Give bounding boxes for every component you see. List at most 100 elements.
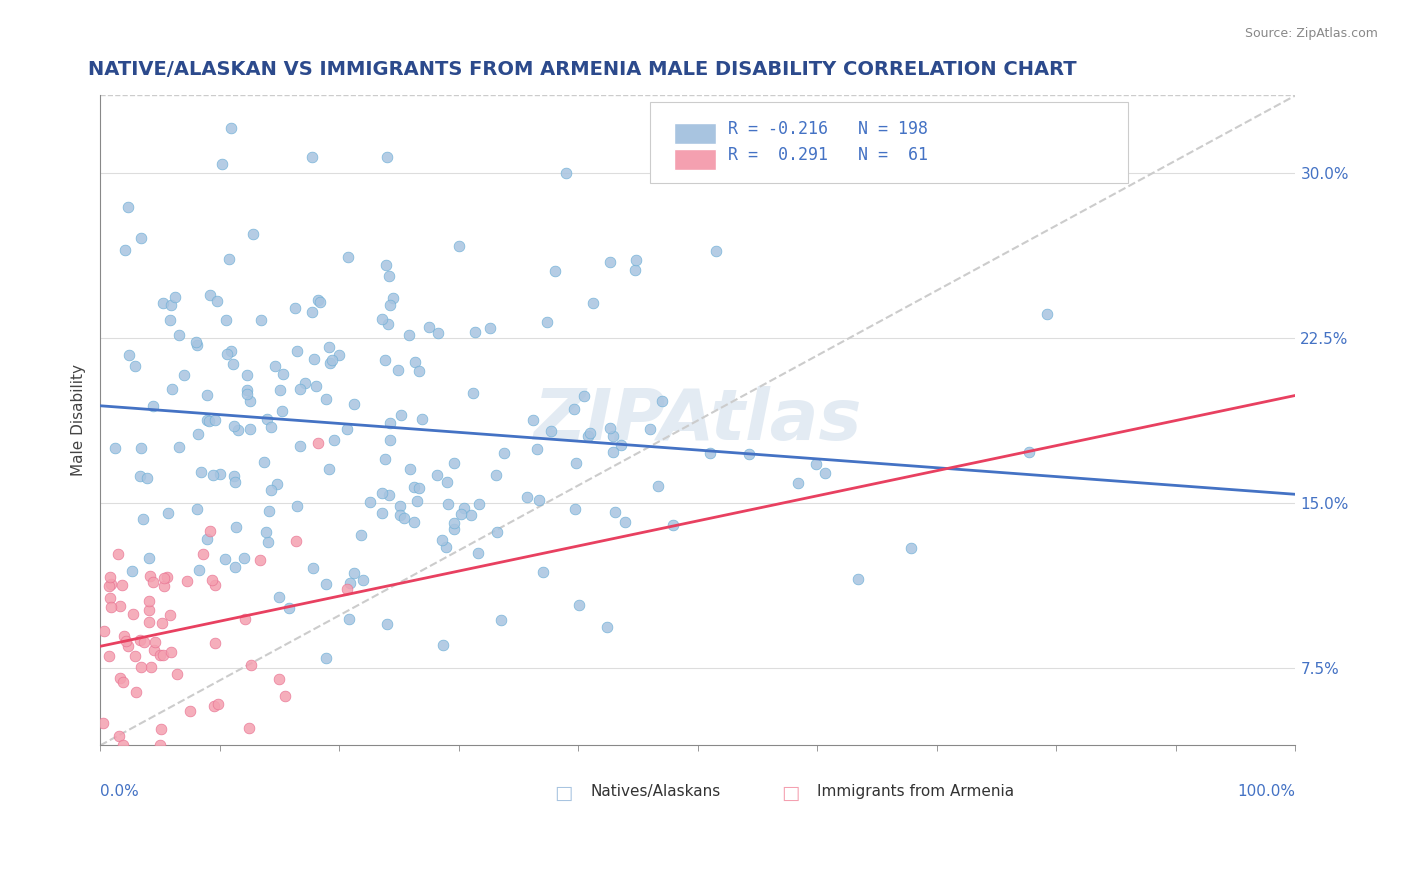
Point	[378, 488, 401, 502]
Point	[582, 296, 605, 310]
Point	[97, 579, 120, 593]
Point	[389, 408, 412, 422]
Point	[651, 393, 673, 408]
Point	[204, 578, 226, 592]
Point	[443, 457, 465, 471]
Point	[623, 262, 645, 277]
Point	[315, 577, 337, 591]
Point	[285, 344, 308, 359]
Point	[167, 440, 190, 454]
Point	[91, 716, 114, 731]
Point	[453, 500, 475, 515]
Point	[408, 363, 430, 377]
Point	[402, 515, 425, 529]
Point	[375, 258, 398, 272]
Point	[378, 298, 401, 312]
Point	[260, 419, 283, 434]
Point	[142, 575, 165, 590]
Text: 100.0%: 100.0%	[1237, 784, 1295, 799]
Point	[157, 506, 180, 520]
Point	[284, 301, 307, 315]
Point	[359, 495, 381, 509]
Point	[215, 313, 238, 327]
Point	[562, 402, 585, 417]
Point	[432, 533, 454, 548]
Point	[436, 496, 458, 510]
Point	[202, 467, 225, 482]
Point	[124, 648, 146, 663]
Point	[270, 403, 292, 417]
Point	[138, 615, 160, 629]
Point	[236, 384, 259, 398]
Point	[432, 638, 454, 652]
Point	[374, 452, 396, 467]
Point	[263, 359, 285, 374]
Point	[204, 413, 226, 427]
Point	[121, 564, 143, 578]
Point	[381, 291, 404, 305]
Point	[186, 334, 208, 349]
Point	[112, 629, 135, 643]
Point	[449, 239, 471, 253]
Point	[222, 468, 245, 483]
Point	[131, 512, 153, 526]
Point	[274, 690, 297, 704]
Point	[173, 368, 195, 382]
Point	[485, 525, 508, 540]
Point	[375, 150, 398, 164]
Point	[249, 313, 271, 327]
Point	[111, 674, 134, 689]
Point	[307, 436, 329, 450]
Point	[568, 599, 591, 613]
Point	[377, 317, 399, 331]
Point	[179, 704, 201, 718]
Point	[301, 150, 323, 164]
Point	[371, 485, 394, 500]
Point	[136, 471, 159, 485]
Point	[404, 354, 426, 368]
Point	[350, 527, 373, 541]
Point	[193, 547, 215, 561]
Point	[516, 491, 538, 505]
Point	[527, 493, 550, 508]
Point	[242, 227, 264, 241]
Point	[108, 599, 131, 613]
Point	[738, 447, 761, 461]
Point	[257, 534, 280, 549]
Point	[129, 632, 152, 647]
Point	[418, 319, 440, 334]
Point	[197, 414, 219, 428]
Point	[408, 481, 430, 495]
Point	[186, 338, 208, 352]
Point	[647, 479, 669, 493]
Point	[402, 480, 425, 494]
Point	[352, 573, 374, 587]
Point	[377, 617, 399, 632]
Point	[305, 379, 328, 393]
Point	[204, 636, 226, 650]
Text: ZIPAtlas: ZIPAtlas	[533, 386, 862, 455]
Point	[108, 672, 131, 686]
Point	[235, 387, 257, 401]
Point	[374, 353, 396, 368]
Point	[143, 634, 166, 648]
Point	[315, 392, 337, 407]
Text: □: □	[554, 784, 572, 804]
Point	[479, 321, 502, 335]
Text: Natives/Alaskans: Natives/Alaskans	[591, 784, 720, 799]
Point	[336, 250, 359, 264]
Point	[392, 510, 415, 524]
Point	[153, 579, 176, 593]
Point	[307, 293, 329, 308]
Text: □: □	[782, 784, 800, 804]
Point	[149, 739, 172, 753]
Point	[318, 462, 340, 476]
Point	[427, 326, 450, 340]
Point	[328, 348, 350, 362]
Point	[159, 312, 181, 326]
Point	[149, 648, 172, 662]
Point	[1018, 445, 1040, 459]
Point	[638, 422, 661, 436]
Point	[128, 468, 150, 483]
Point	[150, 616, 173, 631]
